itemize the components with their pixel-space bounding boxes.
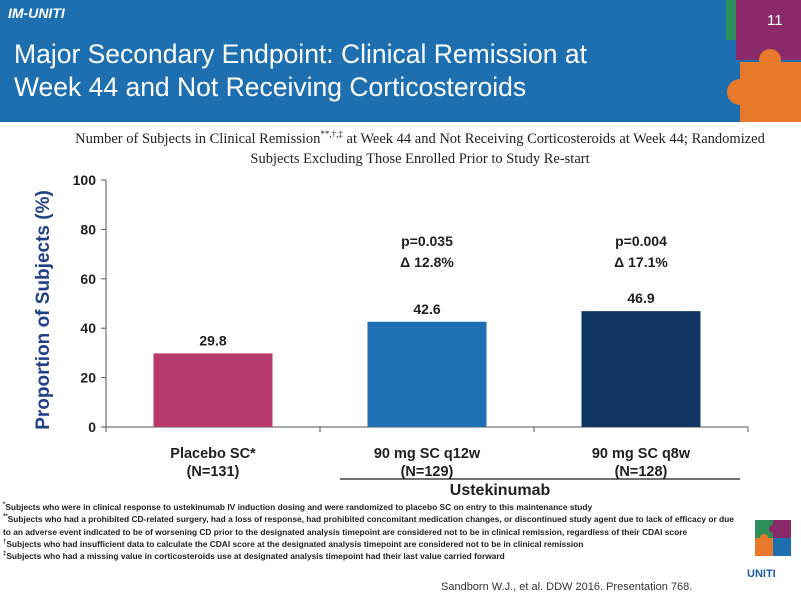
puzzle-decoration-icon — [726, 0, 801, 122]
page-title: Major Secondary Endpoint: Clinical Remis… — [14, 38, 714, 104]
category-label-line-2: (N=131) — [186, 464, 240, 480]
footnote-4: ‡Subjects who had a missing value in cor… — [3, 551, 505, 562]
category-label-line-2: (N=128) — [614, 464, 668, 480]
delta-value: Δ 12.8% — [400, 254, 454, 270]
p-value-annotation: p=0.035 Δ 12.8% — [362, 231, 492, 273]
subtitle-marks: **,†,‡ — [320, 129, 343, 140]
bar-2 — [367, 321, 487, 427]
chart-subtitle: Number of Subjects in Clinical Remission… — [60, 129, 780, 169]
title-line-2: Week 44 and Not Receiving Corticosteroid… — [14, 72, 527, 102]
title-line-1: Major Secondary Endpoint: Clinical Remis… — [14, 39, 587, 69]
bar-3 — [581, 311, 701, 427]
footnote-2: **Subjects who had a prohibited CD-relat… — [3, 514, 734, 537]
delta-value: Δ 17.1% — [614, 254, 668, 270]
y-tick-label: 80 — [80, 221, 96, 237]
p-value: p=0.004 — [615, 233, 667, 249]
p-value: p=0.035 — [401, 233, 453, 249]
group-label-ustekinumab: Ustekinumab — [449, 482, 551, 499]
footnote-1: *Subjects who were in clinical response … — [3, 502, 593, 512]
p-value-annotation: p=0.004 Δ 17.1% — [576, 231, 706, 273]
category-label-line-2: (N=129) — [400, 464, 454, 480]
puzzle-logo-icon — [755, 520, 791, 556]
bar-value-label: 42.6 — [413, 301, 440, 317]
y-tick-label: 20 — [80, 370, 96, 386]
category-label-line-1: Placebo SC* — [170, 446, 256, 462]
bar-value-label: 29.8 — [199, 332, 226, 348]
subtitle-part-1: Number of Subjects in Clinical Remission — [75, 131, 321, 147]
slide-number: 11 — [767, 12, 783, 29]
y-tick-label: 60 — [80, 271, 96, 287]
category-label-line-1: 90 mg SC q8w — [591, 446, 691, 462]
category-label-line-1: 90 mg SC q12w — [373, 446, 481, 462]
citation: Sandborn W.J., et al. DDW 2016. Presenta… — [441, 581, 693, 593]
footnote-3: †Subjects who had insufficient data to c… — [3, 538, 584, 549]
bar-value-label: 46.9 — [627, 290, 654, 306]
y-tick-label: 0 — [88, 419, 96, 435]
bar-1 — [153, 353, 273, 427]
y-tick-label: 40 — [80, 320, 96, 336]
category-label: 90 mg SC q8w (N=128) — [551, 445, 731, 481]
study-tag: IM-UNITI — [8, 5, 65, 21]
y-tick-label: 100 — [73, 172, 97, 188]
category-label: Placebo SC* (N=131) — [123, 445, 303, 481]
logo-text: UNITI — [747, 568, 776, 580]
footnotes: *Subjects who were in clinical response … — [3, 501, 743, 562]
header-banner: IM-UNITI Major Secondary Endpoint: Clini… — [0, 0, 801, 122]
subtitle-part-2: at Week 44 and Not Receiving Corticoster… — [250, 131, 765, 167]
category-label: 90 mg SC q12w (N=129) — [337, 445, 517, 481]
